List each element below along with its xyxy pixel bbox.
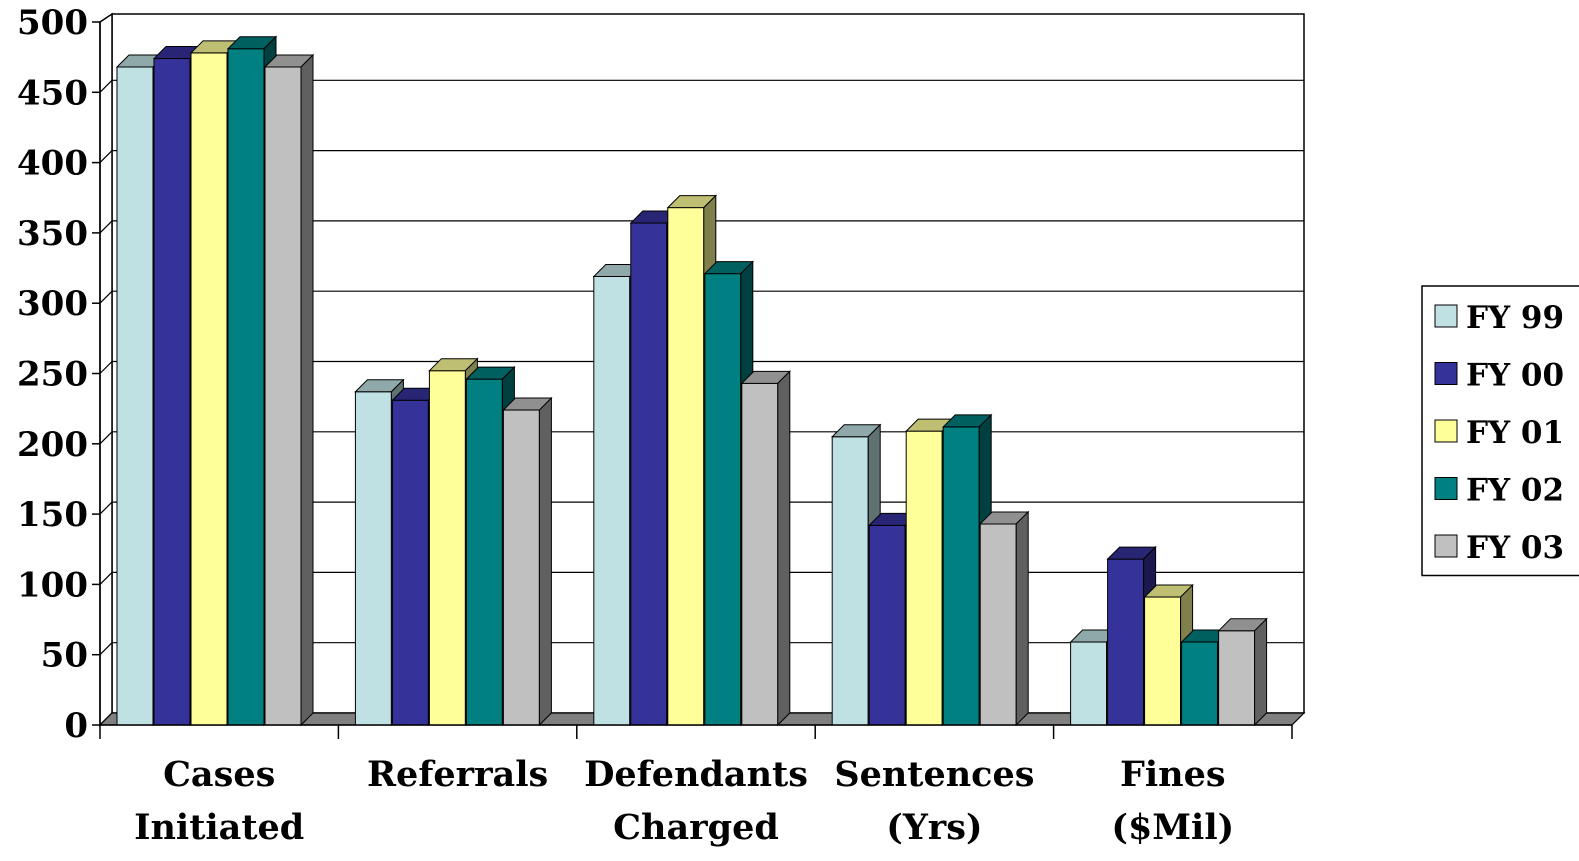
gridline-side <box>99 571 113 585</box>
bar-front <box>428 370 466 726</box>
bar-front <box>116 66 154 726</box>
gridline-side <box>99 361 113 374</box>
bar-front <box>1181 641 1219 726</box>
bar-front <box>153 58 191 726</box>
x-category-label: Fines <box>1120 754 1226 795</box>
bar-side <box>538 396 552 727</box>
gridline-side <box>99 290 113 304</box>
bar-front <box>465 378 503 726</box>
legend-swatch <box>1434 419 1458 443</box>
y-tick-label: 400 <box>17 144 88 184</box>
legend-label: FY 01 <box>1466 415 1564 451</box>
bar-front <box>1070 641 1108 726</box>
legend-swatch <box>1434 304 1458 328</box>
legend-label: FY 02 <box>1466 473 1564 509</box>
y-tick-label: 0 <box>64 706 88 746</box>
bar-front <box>979 523 1017 726</box>
axes: 0 50 100 150 200 250 300 350 400 450 500 Cases Initi… <box>17 3 1293 848</box>
gridline-side <box>99 431 113 445</box>
bar-front <box>868 524 906 726</box>
gridline-side <box>99 220 113 234</box>
bar-front <box>831 436 869 726</box>
x-category-label: Defendants <box>584 754 808 795</box>
bars <box>115 35 1268 727</box>
bar-front <box>354 391 392 726</box>
x-category-label: (Yrs) <box>886 807 982 848</box>
bar-front <box>264 66 302 726</box>
legend-label: FY 03 <box>1466 530 1564 566</box>
bar-front <box>741 382 779 726</box>
y-tick-label: 300 <box>17 284 88 324</box>
legend-label: FY 00 <box>1466 358 1564 394</box>
plot-side-wall <box>99 12 113 727</box>
gridline-side <box>99 150 113 164</box>
y-tick-label: 450 <box>17 73 88 113</box>
bar-side <box>777 370 791 727</box>
legend-label: FY 99 <box>1466 300 1564 336</box>
bar-front <box>190 52 228 726</box>
bar-front <box>905 430 943 726</box>
x-category-label: Charged <box>613 807 779 848</box>
bar-front <box>391 399 429 726</box>
x-category-label: Sentences <box>834 754 1034 795</box>
legend-swatch <box>1434 362 1458 385</box>
gridline-side <box>99 79 113 93</box>
y-tick-label: 250 <box>17 355 88 395</box>
x-category-label: ($Mil) <box>1111 807 1234 848</box>
legend-swatch <box>1434 534 1458 558</box>
bar-front <box>1218 630 1256 726</box>
y-tick-label: 200 <box>17 425 88 465</box>
bar-front <box>227 48 265 726</box>
bar-front <box>704 273 742 726</box>
legend: FY 99 FY 00 FY 01 FY 02 FY 03 <box>1421 285 1579 577</box>
bar-front <box>942 426 980 726</box>
x-category-label: Initiated <box>134 807 304 848</box>
gridline-side <box>99 501 113 515</box>
bar-front <box>630 222 668 726</box>
bar-front <box>1144 596 1182 726</box>
bar-side <box>300 53 314 727</box>
legend-swatch <box>1434 477 1458 500</box>
y-tick-label: 350 <box>17 214 88 254</box>
bar-front <box>667 207 705 726</box>
y-tick-label: 50 <box>41 636 88 676</box>
y-tick-label: 500 <box>17 3 88 43</box>
bar-front <box>593 275 631 726</box>
bar-side <box>1254 617 1268 727</box>
gridline-side <box>99 642 113 656</box>
bar-front <box>502 409 540 726</box>
x-category-label: Referrals <box>367 754 548 795</box>
bar-side <box>1015 510 1029 727</box>
x-category-label: Cases <box>163 754 275 795</box>
bar-front <box>1107 558 1145 726</box>
y-tick-label: 150 <box>17 495 88 535</box>
y-tick-label: 100 <box>17 565 88 605</box>
